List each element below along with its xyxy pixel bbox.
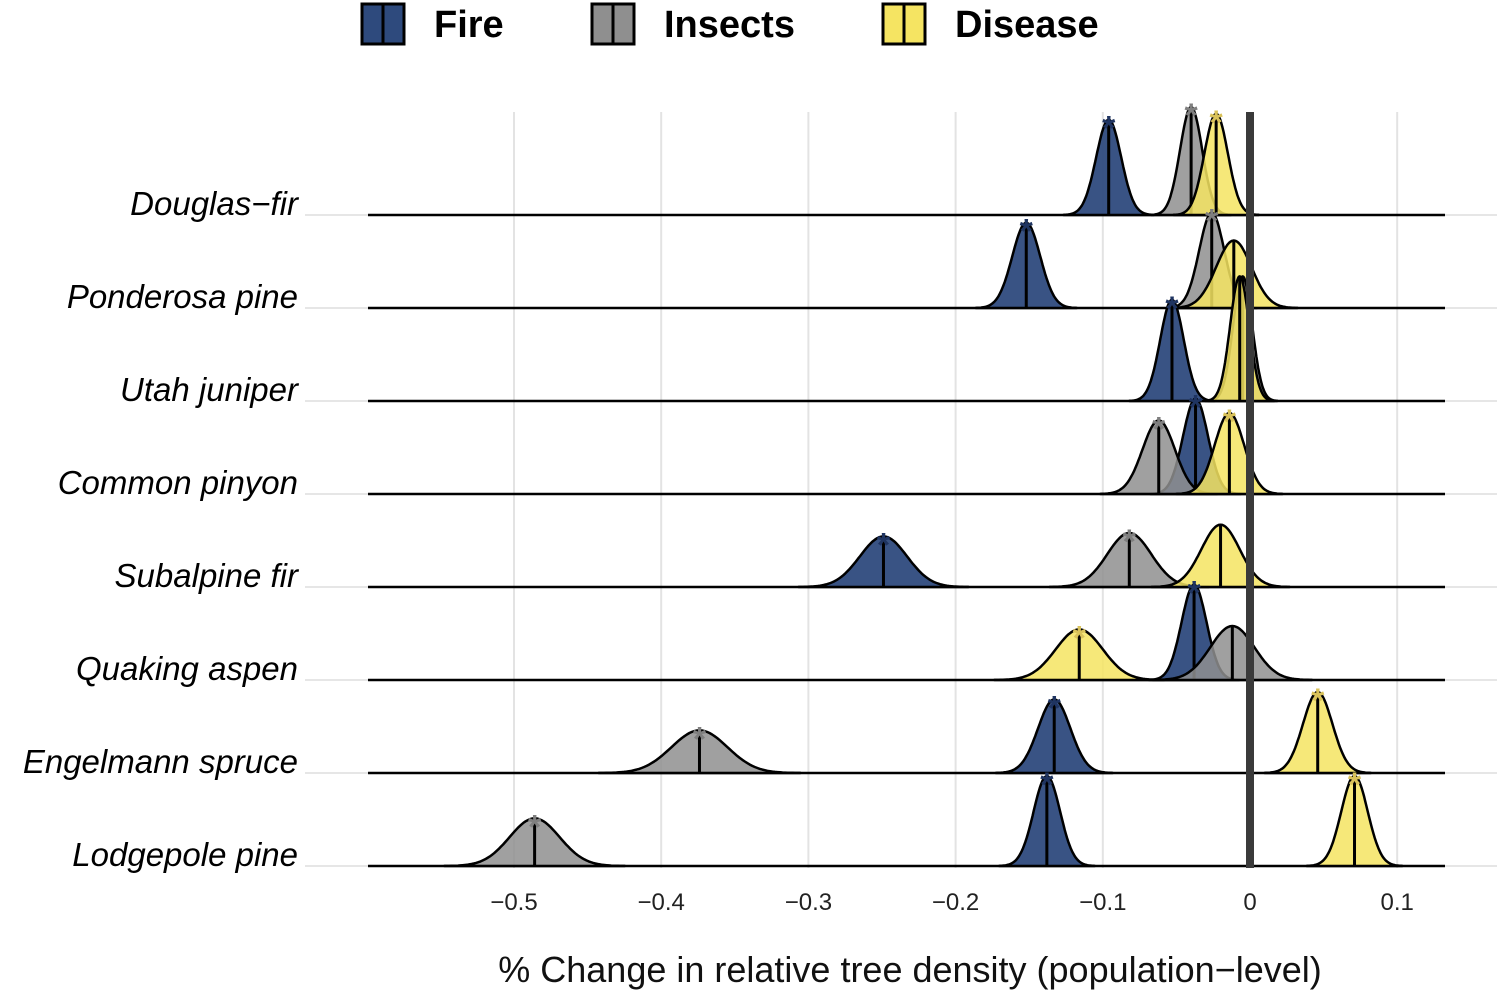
legend-label-disease: Disease (955, 4, 1099, 46)
significance-star-insects: * (1123, 523, 1137, 561)
significance-star-fire: * (1189, 389, 1203, 427)
significance-star-fire: * (1048, 689, 1062, 727)
significance-star-insects: * (1152, 410, 1166, 448)
ridges: * * * * * * * * * * * * * * * * * * * (368, 97, 1445, 868)
significance-star-insects: * (1205, 203, 1219, 241)
significance-star-fire: * (1165, 290, 1179, 328)
species-label: Lodgepole pine (72, 836, 298, 873)
x-tick-label: −0.5 (490, 889, 537, 916)
legend-item-insects: Insects (590, 2, 795, 46)
significance-star-insects: * (528, 808, 542, 846)
legend-label-insects: Insects (664, 4, 795, 46)
significance-star-insects: * (1185, 97, 1199, 135)
legend-item-disease: Disease (881, 2, 1099, 46)
significance-star-fire: * (1102, 110, 1116, 148)
significance-star-fire: * (1040, 766, 1054, 804)
significance-star-fire: * (1187, 575, 1201, 613)
significance-star-insects: * (693, 720, 707, 758)
x-tick-label: 0 (1243, 889, 1256, 916)
species-label: Utah juniper (120, 371, 300, 408)
species-label: Engelmann spruce (23, 743, 298, 780)
x-tick-label: −0.1 (1079, 889, 1126, 916)
significance-star-disease: * (1210, 104, 1224, 142)
significance-star-fire: * (877, 526, 891, 564)
legend: Fire Insects Disease (360, 2, 1099, 46)
species-label: Quaking aspen (76, 650, 298, 687)
species-labels: Douglas−fir Ponderosa pine Utah juniper Com… (23, 185, 300, 873)
significance-star-disease: * (1311, 682, 1325, 720)
x-axis: −0.5 −0.4 −0.3 −0.2 −0.1 0 0.1 (490, 889, 1414, 916)
species-label: Douglas−fir (130, 185, 300, 222)
x-axis-title: % Change in relative tree density (popul… (498, 949, 1321, 990)
legend-label-fire: Fire (434, 4, 504, 46)
legend-item-fire: Fire (360, 2, 504, 46)
significance-star-disease: * (1223, 403, 1237, 441)
x-tick-label: −0.3 (785, 889, 832, 916)
significance-star-disease: * (1348, 766, 1362, 804)
species-label: Subalpine fir (115, 557, 300, 594)
species-label: Ponderosa pine (67, 278, 298, 315)
x-tick-label: 0.1 (1381, 889, 1414, 916)
significance-star-disease: * (1073, 619, 1087, 657)
x-tick-label: −0.2 (932, 889, 979, 916)
significance-star-fire: * (1020, 213, 1034, 251)
x-tick-label: −0.4 (638, 889, 685, 916)
species-label: Common pinyon (58, 464, 298, 501)
